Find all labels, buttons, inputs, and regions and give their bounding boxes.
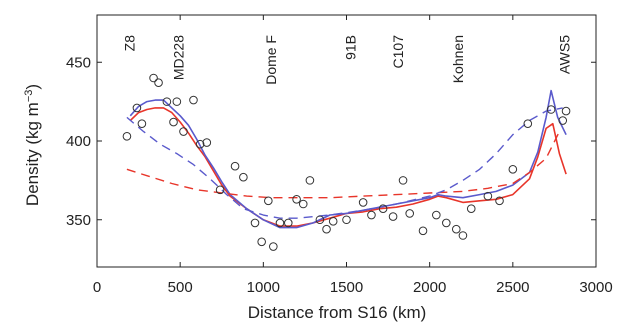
- x-tick-label: 1500: [330, 279, 363, 296]
- y-axis-label-tail: ): [23, 84, 42, 90]
- observation-points: [122, 73, 571, 251]
- observation-point: [358, 198, 368, 207]
- observation-point: [558, 116, 568, 125]
- x-tick-label: 0: [93, 279, 101, 296]
- y-axis-label-main: Density (kg m: [23, 102, 42, 206]
- observation-point: [315, 215, 325, 225]
- y-tick-label: 350: [66, 212, 91, 229]
- observation-point: [172, 97, 182, 106]
- observation-point: [495, 196, 504, 206]
- site-label: 91B: [343, 35, 359, 60]
- y-axis-label: Density (kg m−3): [23, 84, 42, 206]
- site-label: C107: [390, 35, 406, 69]
- model-series-line-2-solid: [129, 89, 567, 229]
- model-series-line-4-dashed: [126, 107, 563, 219]
- observation-point: [202, 138, 212, 147]
- observation-point: [388, 212, 398, 221]
- observation-point: [342, 215, 351, 225]
- model-series-line-1-solid: [129, 107, 567, 227]
- observation-point: [561, 106, 571, 116]
- observation-point: [283, 218, 293, 228]
- site-label: MD228: [171, 35, 187, 80]
- observation-point: [405, 209, 415, 218]
- observation-point: [154, 78, 163, 88]
- x-tick-label: 2000: [413, 279, 446, 296]
- observation-point: [458, 231, 468, 240]
- observation-point: [442, 218, 451, 228]
- observation-point: [137, 119, 147, 128]
- observation-point: [250, 218, 260, 228]
- observation-point: [466, 204, 476, 214]
- observation-point: [132, 103, 142, 113]
- observation-point: [523, 119, 533, 128]
- observation-point: [328, 217, 338, 226]
- y-axis-label-exponent: −3: [23, 90, 35, 103]
- x-axis-ticks: 0 500 1000 1500 2000 2500 3000: [93, 15, 613, 296]
- observation-point: [508, 165, 518, 174]
- x-tick-label: 3000: [579, 279, 612, 296]
- observation-point: [367, 210, 376, 220]
- observation-point: [162, 97, 172, 106]
- observation-point: [398, 176, 408, 185]
- x-axis-label: Distance from S16 (km): [248, 303, 427, 322]
- observation-point: [239, 172, 248, 182]
- observation-point: [149, 73, 158, 83]
- observation-point: [322, 224, 331, 234]
- y-tick-label: 400: [66, 133, 91, 150]
- observation-point: [418, 226, 428, 236]
- observation-point: [292, 194, 301, 204]
- site-label: AWS5: [556, 35, 572, 74]
- observation-point: [230, 161, 240, 171]
- site-label: Dome F: [263, 35, 279, 85]
- x-tick-label: 500: [168, 279, 193, 296]
- observation-point: [179, 127, 188, 136]
- observation-point: [275, 218, 285, 228]
- observation-point: [215, 185, 225, 195]
- model-series-line-3-dashed: [126, 131, 561, 199]
- observation-point: [432, 210, 441, 220]
- observation-point: [169, 117, 178, 127]
- y-axis-ticks: 350 400 450: [66, 54, 596, 229]
- observation-point: [298, 199, 308, 209]
- observation-point: [189, 95, 198, 105]
- model-series: [126, 89, 567, 229]
- site-labels: Z8 MD228 Dome F 91B C107 Kohnen AWS5: [121, 35, 572, 85]
- site-label: Kohnen: [450, 35, 466, 83]
- observation-point: [378, 204, 388, 214]
- observation-point: [257, 237, 266, 247]
- y-tick-label: 450: [66, 54, 91, 71]
- observation-point: [269, 242, 278, 251]
- x-tick-label: 1000: [247, 279, 280, 296]
- observation-point: [546, 105, 556, 114]
- observation-point: [305, 176, 315, 185]
- site-label: Z8: [121, 35, 137, 52]
- observation-point: [483, 191, 493, 201]
- observation-point: [122, 131, 132, 141]
- observation-point: [195, 139, 205, 149]
- observation-point: [264, 196, 273, 206]
- x-tick-label: 2500: [496, 279, 529, 296]
- observation-point: [451, 224, 461, 234]
